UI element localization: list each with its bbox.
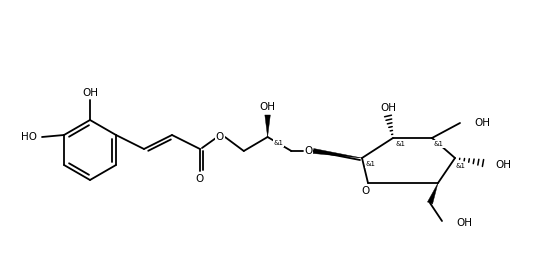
Text: O: O [216, 132, 224, 142]
Text: O: O [304, 146, 312, 156]
Text: HO: HO [21, 132, 37, 142]
Text: OH: OH [260, 102, 276, 112]
Text: OH: OH [82, 88, 98, 98]
Polygon shape [313, 149, 362, 158]
Text: O: O [362, 186, 370, 196]
Polygon shape [428, 183, 438, 204]
Text: OH: OH [380, 103, 396, 113]
Text: OH: OH [474, 118, 490, 128]
Text: OH: OH [495, 160, 511, 170]
Text: O: O [196, 174, 204, 184]
Text: &1: &1 [274, 140, 284, 146]
Text: &1: &1 [366, 161, 376, 167]
Text: OH: OH [456, 218, 472, 228]
Text: &1: &1 [434, 141, 444, 147]
Polygon shape [265, 115, 270, 137]
Text: &1: &1 [456, 163, 466, 169]
Text: &1: &1 [396, 141, 406, 147]
